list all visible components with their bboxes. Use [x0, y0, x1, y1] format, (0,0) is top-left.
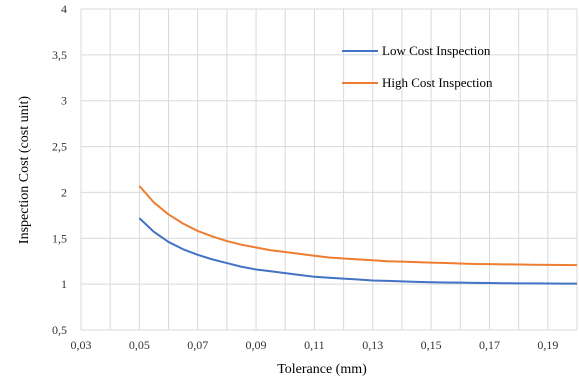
series-lines — [138, 185, 578, 285]
legend-label-low-cost: Low Cost Inspection — [382, 43, 491, 58]
y-axis-ticks: 0,5 1 1,5 2 2,5 3 3,5 4 — [52, 2, 67, 337]
x-tick-label: 0,19 — [537, 338, 558, 352]
x-tick-label: 0,15 — [421, 338, 442, 352]
y-tick-label: 2,5 — [52, 140, 67, 154]
y-tick-label: 2 — [61, 185, 67, 199]
x-tick-label: 0,13 — [362, 338, 383, 352]
x-tick-label: 0,07 — [187, 338, 208, 352]
x-tick-label: 0,11 — [304, 338, 325, 352]
y-tick-label: 1,5 — [52, 231, 67, 245]
x-tick-label: 0,09 — [246, 338, 267, 352]
grid — [80, 8, 578, 331]
y-tick-label: 1 — [61, 277, 67, 291]
y-tick-label: 0,5 — [52, 323, 67, 337]
x-tick-label: 0,17 — [479, 338, 500, 352]
y-tick-label: 4 — [61, 2, 67, 16]
series-line-low-cost — [138, 217, 578, 285]
x-tick-label: 0,05 — [129, 338, 150, 352]
y-tick-label: 3 — [61, 94, 67, 108]
legend-label-high-cost: High Cost Inspection — [382, 75, 493, 90]
y-axis-title: Inspection Cost (cost unit) — [17, 96, 32, 244]
legend: Low Cost Inspection High Cost Inspection — [342, 43, 493, 90]
y-tick-label: 3,5 — [52, 48, 67, 62]
x-axis-title: Tolerance (mm) — [277, 362, 367, 377]
series-line-high-cost — [138, 185, 578, 267]
x-tick-label: 0,03 — [71, 338, 92, 352]
x-axis-ticks: 0,03 0,05 0,07 0,09 0,11 0,13 0,15 0,17 0,19 — [71, 338, 559, 352]
